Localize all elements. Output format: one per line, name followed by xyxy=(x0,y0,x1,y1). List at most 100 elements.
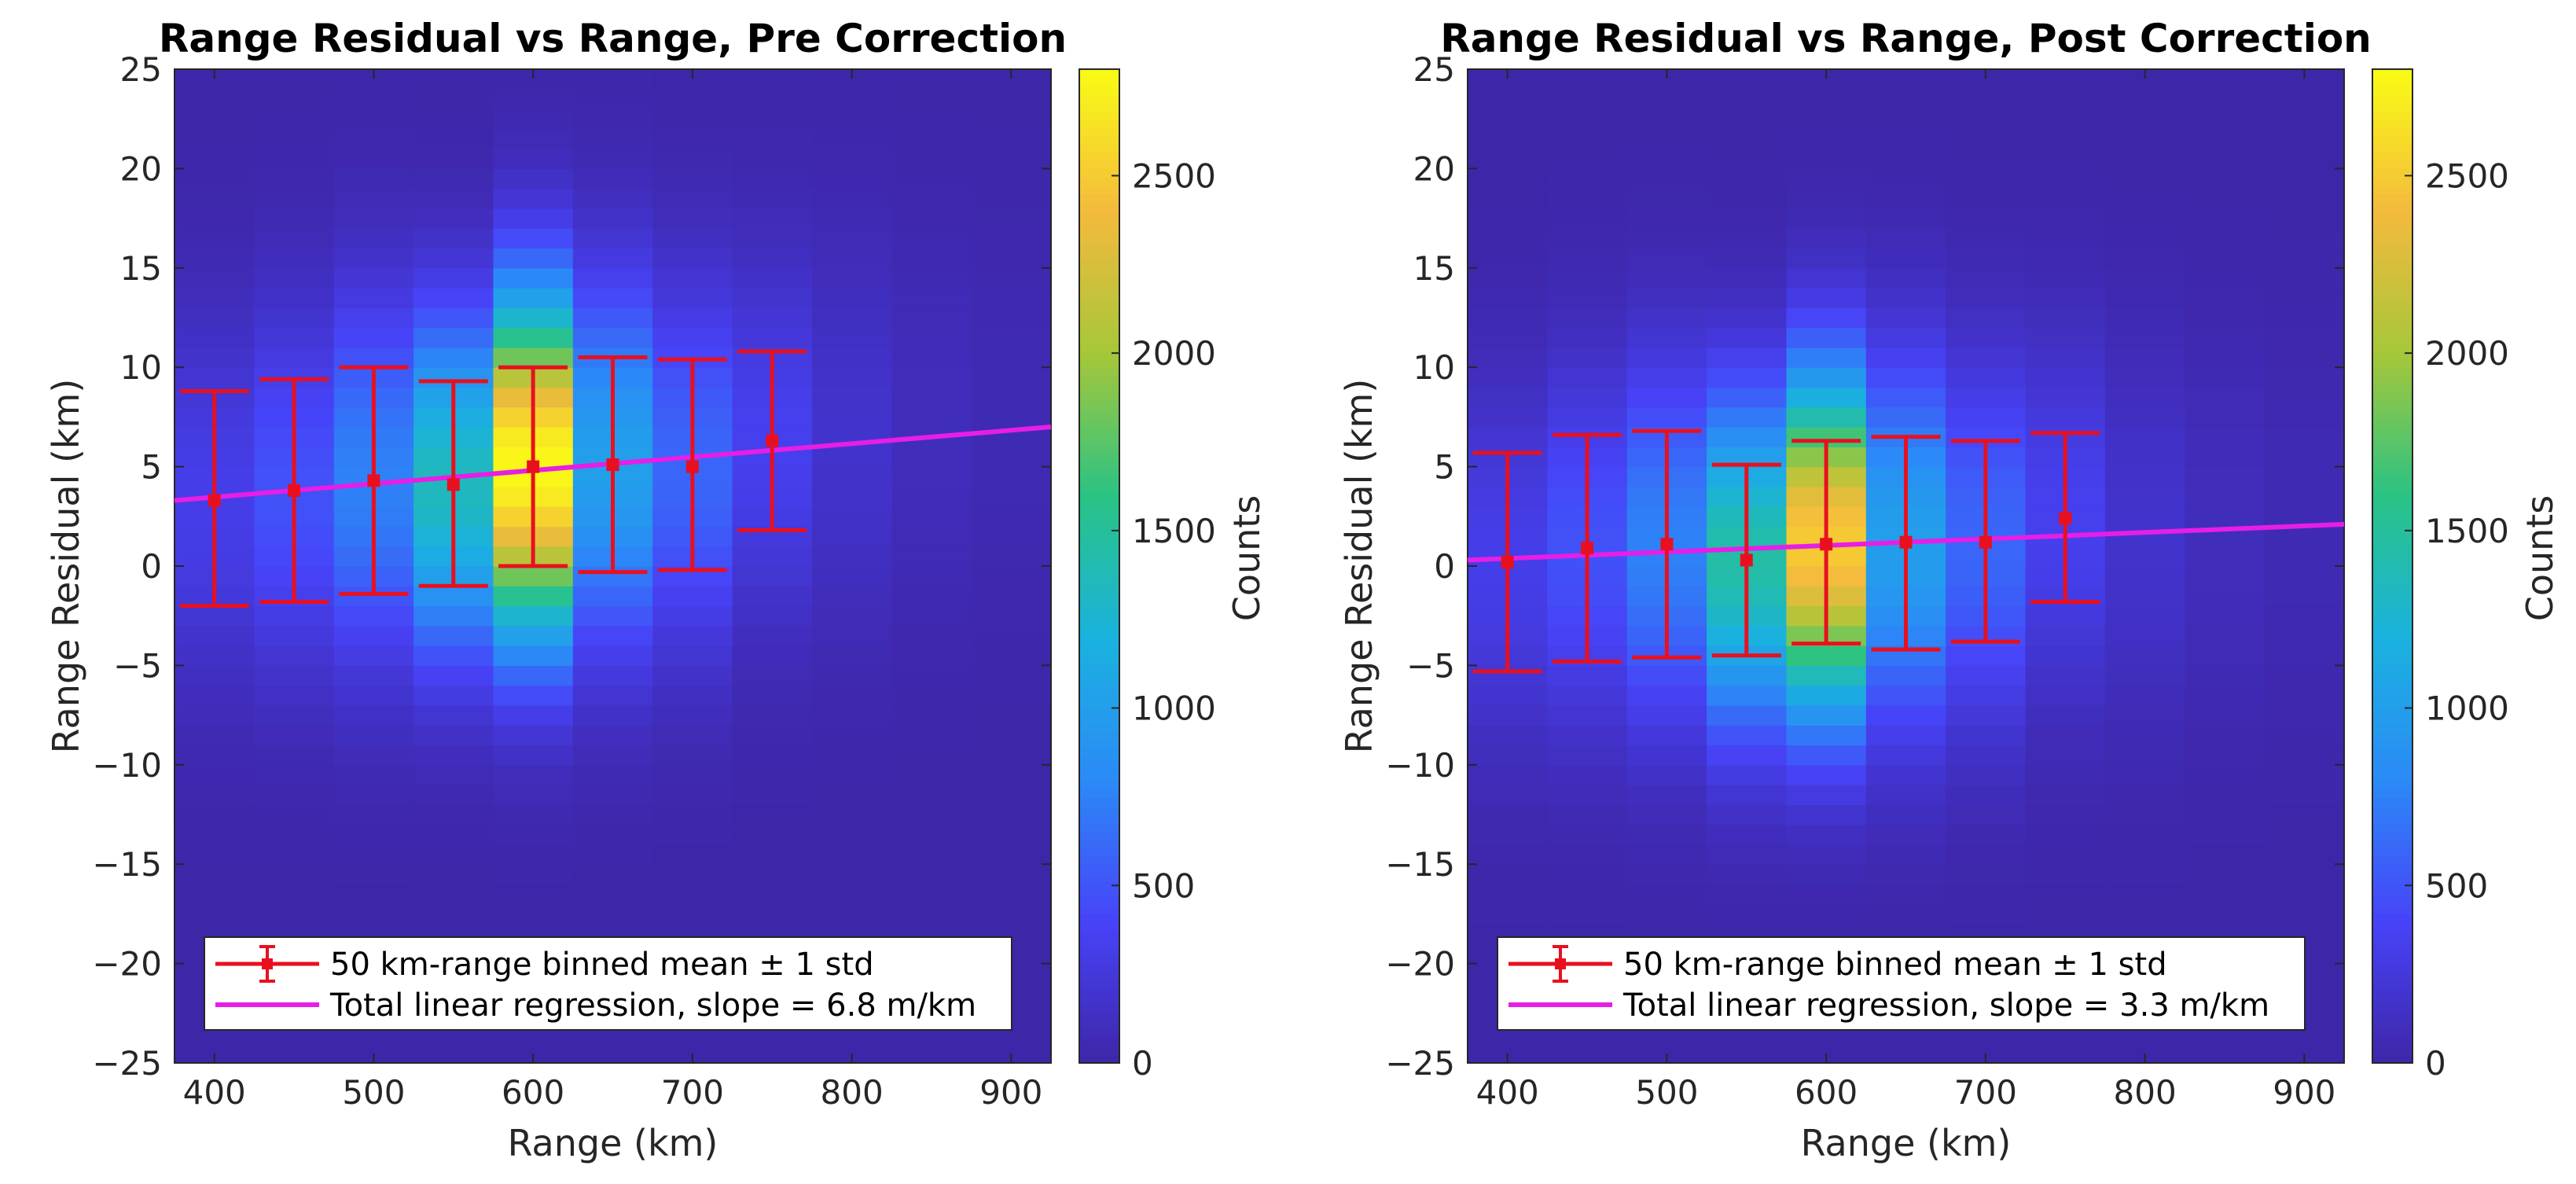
heatmap-cell xyxy=(2264,447,2345,468)
heatmap-cell xyxy=(2025,288,2106,308)
heatmap-cell xyxy=(2264,725,2345,746)
colorbar-segment xyxy=(2372,1054,2412,1064)
heatmap-cell xyxy=(1707,406,1788,428)
heatmap-cell xyxy=(2104,347,2185,368)
heatmap-cell xyxy=(413,288,494,308)
heatmap-cell xyxy=(732,704,813,726)
heatmap-cell xyxy=(811,248,892,269)
colorbar-segment xyxy=(2372,168,2412,178)
colorbar-segment xyxy=(1079,292,1119,302)
colorbar-segment xyxy=(1079,814,1119,824)
heatmap-cell xyxy=(971,466,1052,487)
heatmap-cell xyxy=(2264,387,2345,408)
heatmap-cell xyxy=(1946,704,2027,726)
colorbar-segment xyxy=(1079,483,1119,492)
heatmap-cell xyxy=(333,168,414,189)
heatmap-cell xyxy=(811,168,892,189)
heatmap-cell xyxy=(1626,208,1707,229)
heatmap-cell xyxy=(1946,208,2027,229)
y-tick-label: −25 xyxy=(1385,1044,1455,1083)
heatmap-cell xyxy=(652,665,733,686)
colorbar-segment xyxy=(1079,690,1119,700)
colorbar-segment xyxy=(2372,86,2412,95)
heatmap-cell xyxy=(1707,903,1788,925)
y-tick-label: −10 xyxy=(92,746,162,785)
colorbar-segment xyxy=(2372,822,2412,832)
heatmap-cell xyxy=(1707,69,1788,90)
heatmap-cell xyxy=(2264,745,2345,766)
heatmap-cell xyxy=(732,824,813,845)
heatmap-cell xyxy=(1946,864,2027,885)
heatmap-cell xyxy=(2104,188,2185,209)
heatmap-cell xyxy=(891,1042,972,1064)
x-tick-label: 800 xyxy=(821,1073,884,1112)
heatmap-cell xyxy=(493,745,574,766)
heatmap-cell xyxy=(493,704,574,726)
heatmap-cell xyxy=(572,108,653,130)
heatmap-cell xyxy=(1626,347,1707,368)
heatmap-cell xyxy=(2185,764,2265,785)
heatmap-cell xyxy=(493,903,574,925)
heatmap-cell xyxy=(2104,725,2185,746)
heatmap-cell xyxy=(891,267,972,289)
heatmap-cell xyxy=(2025,267,2106,289)
heatmap-cell xyxy=(175,327,255,348)
legend-entry-errorbar: 50 km-range binned mean ± 1 std xyxy=(1508,945,2167,983)
heatmap-cell xyxy=(811,288,892,308)
errorbar xyxy=(1871,435,1941,652)
y-tick-label: −10 xyxy=(1385,746,1455,785)
colorbar-segment xyxy=(2372,442,2412,451)
heatmap-cell xyxy=(254,903,335,925)
colorbar-tick-label: 0 xyxy=(1132,1044,1153,1083)
heatmap-cell xyxy=(493,566,574,586)
heatmap-cell xyxy=(493,764,574,785)
heatmap-cell xyxy=(891,149,972,169)
heatmap-cell xyxy=(254,884,335,905)
heatmap-cell xyxy=(811,546,892,567)
colorbar-segment xyxy=(1079,458,1119,468)
heatmap-cell xyxy=(175,864,255,885)
heatmap-cell xyxy=(333,903,414,925)
heatmap-cell xyxy=(1468,387,1548,408)
heatmap-cell xyxy=(254,725,335,746)
colorbar-segment xyxy=(2372,392,2412,402)
heatmap-cell xyxy=(2025,903,2106,925)
colorbar-segment xyxy=(1079,590,1119,600)
colorbar-segment xyxy=(1079,135,1119,145)
heatmap-cell xyxy=(572,89,653,110)
heatmap-cell xyxy=(413,844,494,865)
heatmap-cell xyxy=(493,228,574,249)
heatmap-cell xyxy=(652,884,733,905)
colorbar-segment xyxy=(2372,276,2412,285)
colorbar-segment xyxy=(1079,1013,1119,1023)
colorbar-segment xyxy=(2372,524,2412,534)
heatmap-cell xyxy=(1946,665,2027,686)
heatmap-cell xyxy=(572,745,653,766)
colorbar-segment xyxy=(2372,640,2412,650)
colorbar-segment xyxy=(1079,375,1119,385)
colorbar-segment xyxy=(1079,168,1119,178)
heatmap-cell xyxy=(413,248,494,269)
heatmap-cell xyxy=(811,566,892,586)
y-tick-label: 5 xyxy=(1434,448,1455,487)
heatmap-cell xyxy=(1626,327,1707,348)
heatmap-cell xyxy=(2264,188,2345,209)
heatmap-cell xyxy=(254,228,335,249)
heatmap-cell xyxy=(254,844,335,865)
heatmap-cell xyxy=(811,704,892,726)
heatmap-cell xyxy=(493,864,574,885)
x-tick-label: 500 xyxy=(342,1073,405,1112)
heatmap-cell xyxy=(891,665,972,686)
y-tick-label: 0 xyxy=(1434,547,1455,586)
heatmap-cell xyxy=(1865,108,1946,130)
y-tick-label: −5 xyxy=(113,646,162,685)
heatmap-cell xyxy=(1547,367,1628,388)
heatmap-cell xyxy=(1626,406,1707,428)
colorbar-segment xyxy=(2372,417,2412,426)
heatmap-cell xyxy=(2104,704,2185,726)
heatmap-cell xyxy=(2185,367,2265,388)
heatmap-cell xyxy=(2185,745,2265,766)
colorbar-tick-label: 2500 xyxy=(2425,156,2509,195)
heatmap-cell xyxy=(1707,288,1788,308)
colorbar-segment xyxy=(1079,218,1119,227)
